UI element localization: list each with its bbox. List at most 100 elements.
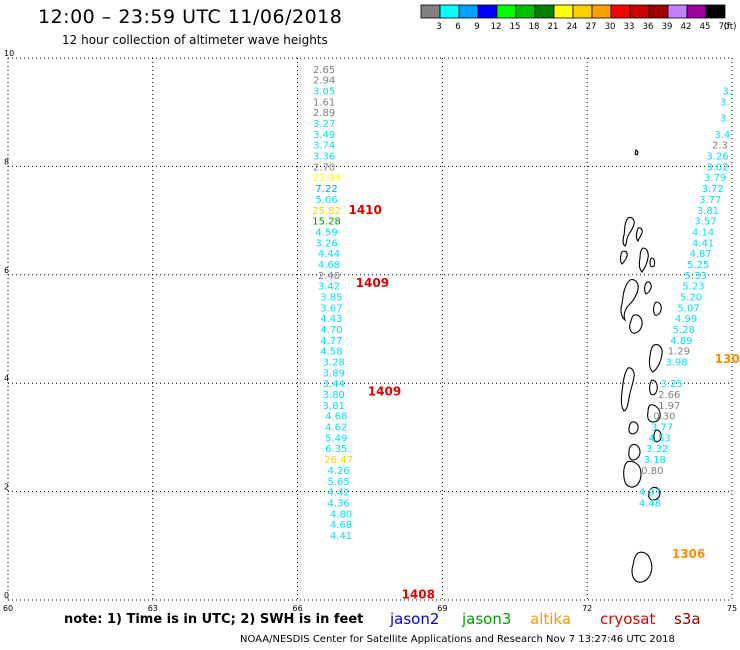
wave-height-label: 4.68 <box>330 520 352 531</box>
wave-height-label: 3. <box>722 87 732 98</box>
wave-height-label: 3.80 <box>323 390 345 401</box>
wave-height-label: 3.18 <box>644 455 666 466</box>
wave-height-label: 4.80 <box>330 509 352 520</box>
legend-bin-label: 12 <box>491 22 502 32</box>
longitude-tick-label: 60 <box>3 604 13 613</box>
island-outline <box>629 314 643 334</box>
legend-bin-label: 42 <box>681 22 692 32</box>
wave-height-label: 4.97 <box>639 488 661 499</box>
wave-height-label: 4.62 <box>325 423 347 434</box>
legend-bin-label: 27 <box>586 22 597 32</box>
wave-height-label: 3. <box>720 97 730 108</box>
wave-height-label: 4.68 <box>325 412 347 423</box>
wave-height-label: 3.79 <box>704 173 726 184</box>
wave-height-label: 5.25 <box>687 260 709 271</box>
legend-satellite-jason3: jason3 <box>462 610 512 628</box>
wave-height-label: 4.41 <box>692 238 714 249</box>
wave-height-label: 0.80 <box>641 466 663 477</box>
wave-height-label: 0.30 <box>653 412 675 423</box>
wave-height-label: 4.70 <box>320 325 342 336</box>
legend-swatch <box>705 4 726 19</box>
pass-time-label: 1409 <box>368 384 401 398</box>
wave-height-label: 3.4 <box>714 130 730 141</box>
latitude-tick-label: 10 <box>4 49 14 58</box>
island-outline <box>634 148 639 156</box>
wave-height-label: 3.81 <box>323 401 345 412</box>
island-outline <box>648 486 661 501</box>
wave-height-label: 4.41 <box>330 531 352 542</box>
wave-height-label: 3.74 <box>313 141 335 152</box>
wave-height-label: 3. <box>720 114 730 125</box>
wave-height-label: 4.87 <box>689 249 711 260</box>
wave-height-label: 3.26 <box>315 238 337 249</box>
wave-height-label: 3.42 <box>318 282 340 293</box>
wave-height-label: 3.05 <box>313 87 335 98</box>
legend-bin-label: 33 <box>624 22 635 32</box>
wave-height-label: 5.06 <box>315 195 337 206</box>
wave-height-label: 2.94 <box>313 76 335 87</box>
pass-time-label: 130 <box>715 352 740 366</box>
wave-height-label: 3.28 <box>323 358 345 369</box>
legend-bin-label: 30 <box>605 22 616 32</box>
pass-time-labels: 1410 1409 1409 1408 130 1306 <box>348 203 739 602</box>
latitude-tick-label: 8 <box>4 157 9 166</box>
wave-height-label: 7.22 <box>315 184 337 195</box>
wave-height-label: 4.36 <box>327 498 349 509</box>
wave-height-label: 4.14 <box>692 227 714 238</box>
island-outline <box>622 216 635 247</box>
wave-height-label: 4.58 <box>320 347 342 358</box>
island-outline <box>619 250 628 265</box>
credit-line: NOAA/NESDIS Center for Satellite Applica… <box>240 634 675 645</box>
island-outline <box>620 279 639 322</box>
wave-height-label: 4.89 <box>670 336 692 347</box>
legend-unit-label: (ft) <box>724 22 737 32</box>
legend-bin-label: 70 <box>719 22 730 32</box>
legend-bin-label: 6 <box>455 22 460 32</box>
legend-bin-label: 9 <box>474 22 479 32</box>
wave-height-label: 3.72 <box>702 184 724 195</box>
wave-height-label: 3.25 <box>661 379 683 390</box>
wave-height-label: 26.47 <box>324 455 353 466</box>
maldives-coastline <box>619 148 663 583</box>
wave-height-label: 3.57 <box>694 217 716 228</box>
wave-height-label: 3.67 <box>320 303 342 314</box>
longitude-tick-label: 72 <box>582 604 592 613</box>
island-outline <box>644 281 652 295</box>
wave-height-label: 5.07 <box>677 303 699 314</box>
wave-height-label: 3.89 <box>323 368 345 379</box>
axis-tick-labels: 60 63 66 69 72 75 0 2 4 6 8 10 <box>3 49 737 613</box>
color-scale-legend: 3 6 9 12 15 18 21 24 27 30 33 36 39 42 45 70(ft) <box>420 4 737 32</box>
wave-height-label: 5.33 <box>685 271 707 282</box>
footer-note: note: 1) Time is in UTC; 2) SWH is in fe… <box>64 612 364 627</box>
island-outline <box>628 421 639 435</box>
island-outline <box>635 227 643 243</box>
wave-height-label: 2.3 <box>712 141 728 152</box>
wave-height-label: 3.49 <box>313 130 335 141</box>
wave-height-label: 4.68 <box>318 260 340 271</box>
longitude-tick-label: 63 <box>148 604 158 613</box>
latitude-tick-label: 2 <box>4 483 9 492</box>
wave-height-label: 3.44 <box>323 379 345 390</box>
legend-bin-label: 18 <box>529 22 540 32</box>
legend-satellite-jason2: jason2 <box>390 610 440 628</box>
island-outline <box>648 344 663 373</box>
wave-height-label: 2.70 <box>313 162 335 173</box>
wave-height-label: 2.65 <box>313 65 335 76</box>
pass-time-label: 1408 <box>402 588 435 602</box>
legend-satellite-s3a: s3a <box>674 610 701 628</box>
island-outline <box>638 247 649 273</box>
wave-height-label: 4.43 <box>320 314 342 325</box>
wave-height-label: 2.40 <box>318 271 340 282</box>
island-outline <box>623 460 642 488</box>
wave-height-label: 3.85 <box>320 292 342 303</box>
legend-bin-label: 15 <box>510 22 521 32</box>
wave-height-label: 1.61 <box>313 97 335 108</box>
latitude-tick-label: 6 <box>4 266 9 275</box>
island-outline <box>649 257 656 268</box>
island-outline <box>620 367 635 412</box>
wave-height-label: 2.66 <box>658 390 680 401</box>
wave-height-label: 3.27 <box>313 119 335 130</box>
wave-height-label: 3.32 <box>646 444 668 455</box>
latitude-tick-label: 0 <box>4 591 9 600</box>
